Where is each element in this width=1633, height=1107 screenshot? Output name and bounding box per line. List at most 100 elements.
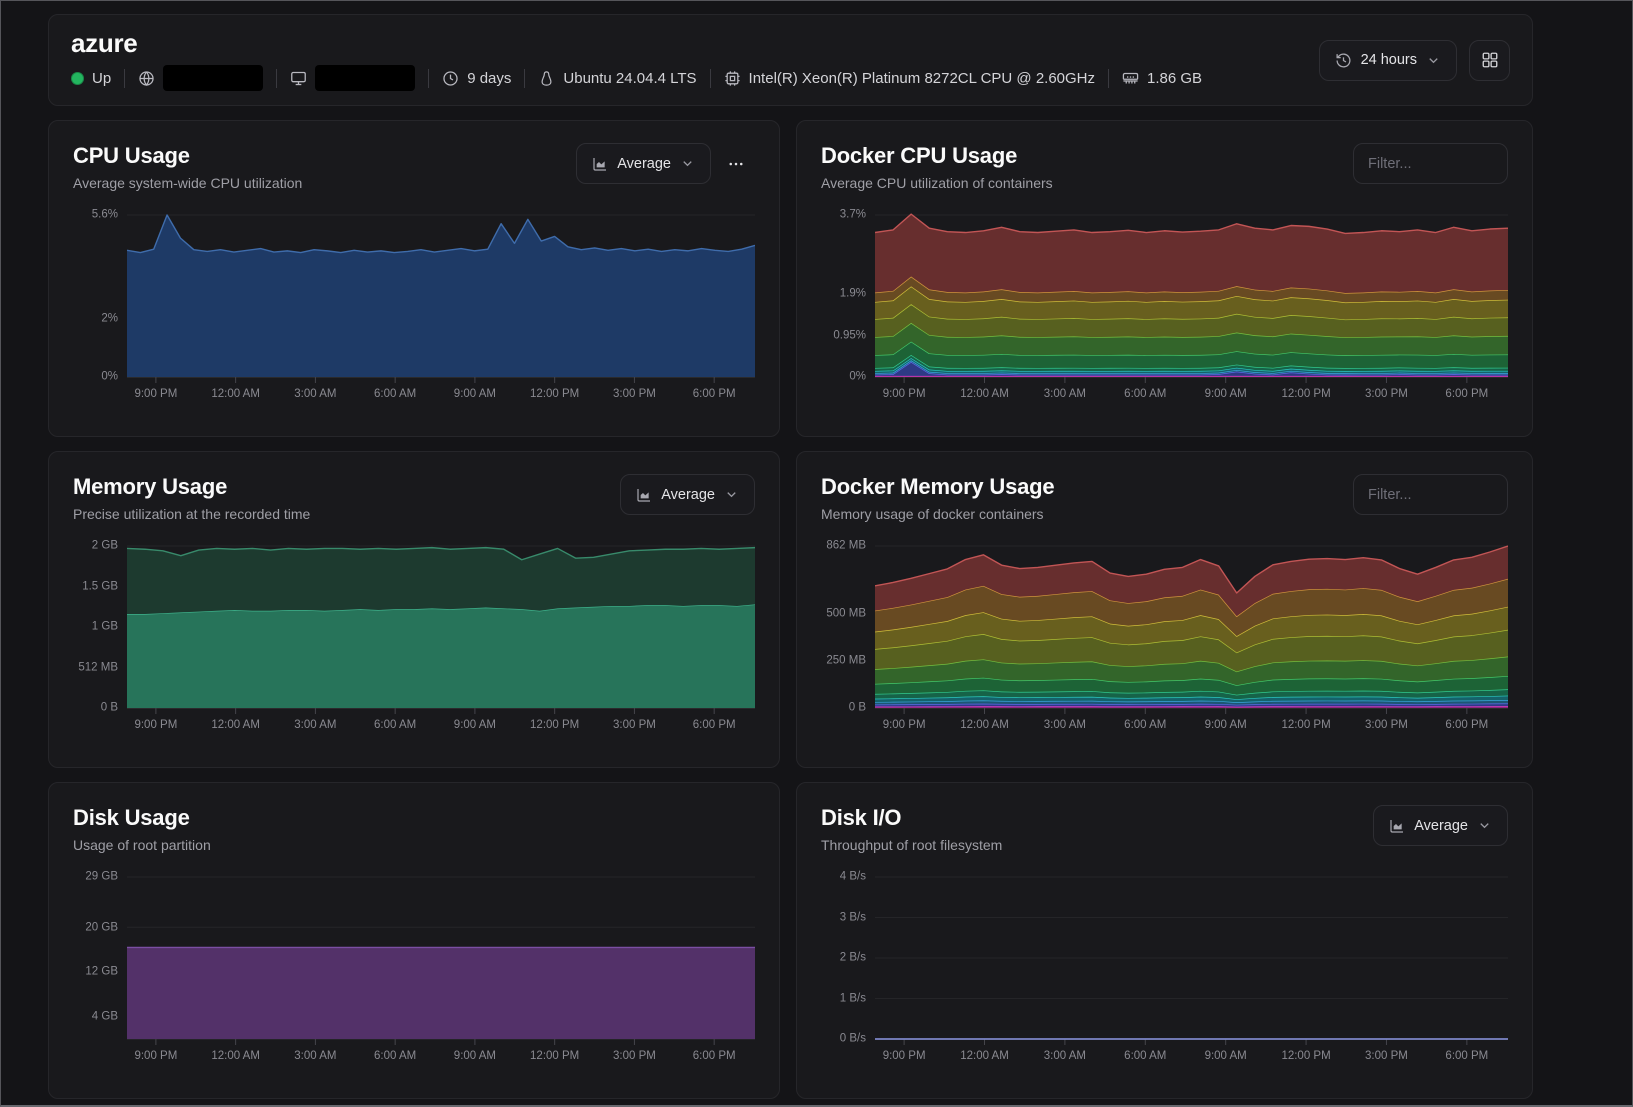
y-axis-label: 1.9% [839,287,866,300]
x-axis-label: 9:00 PM [882,1050,926,1063]
plot-area [127,538,755,714]
system-header-card: azure Up 9 days [48,14,1533,106]
divider [1108,68,1110,88]
more-options-button[interactable] [717,143,755,184]
x-axis: 9:00 PM 12:00 AM 3:00 AM 6:00 AM 9:00 AM 12:0… [875,386,1508,404]
x-axis-label: 9:00 AM [1204,388,1247,401]
x-axis-label: 3:00 PM [1365,388,1408,401]
chart-area-icon [593,157,607,171]
plot-area [875,207,1508,383]
x-axis-label: 12:00 AM [960,719,1009,732]
card-subtitle: Precise utilization at the recorded time [73,506,311,523]
x-axis-label: 6:00 PM [692,719,736,732]
ellipsis-icon [729,162,743,165]
y-axis: 5.6% 2% 0% [73,207,127,383]
y-axis-label: 20 GB [85,920,118,933]
y-axis-label: 1 B/s [839,992,866,1005]
chevron-down-icon [1480,823,1489,829]
x-axis: 9:00 PM 12:00 AM 3:00 AM 6:00 AM 9:00 AM 12:0… [127,386,755,404]
x-axis-label: 12:00 PM [530,719,580,732]
x-axis-label: 6:00 AM [1124,1050,1167,1063]
x-axis-label: 6:00 PM [692,388,736,401]
x-axis-label: 9:00 PM [134,1050,178,1063]
average-select[interactable]: Average [576,143,711,184]
card-title: Docker Memory Usage [821,474,1055,499]
system-info: azure Up 9 days [71,29,1202,92]
chevron-down-icon [727,492,736,498]
card-subtitle: Memory usage of docker containers [821,506,1044,523]
y-axis-label: 4 B/s [839,870,866,883]
x-axis-label: 9:00 AM [453,1050,497,1063]
x-axis-label: 9:00 PM [134,719,178,732]
uptime-item: 9 days [442,70,511,87]
y-axis-label: 500 MB [826,607,866,620]
filter-input[interactable] [1353,143,1508,184]
y-axis: 4 B/s 3 B/s 2 B/s 1 B/s 0 B/s [821,869,875,1045]
x-axis-label: 3:00 PM [1365,719,1408,732]
x-axis-label: 9:00 PM [882,388,926,401]
x-axis-label: 12:00 AM [211,719,260,732]
disk-io-chart: 4 B/s 3 B/s 2 B/s 1 B/s 0 B/s 9:00 PM 12:00 A… [821,869,1508,1066]
filter-input[interactable] [1353,474,1508,515]
y-axis-label: 512 MB [78,661,118,674]
grid-icon [1482,52,1497,68]
card-subtitle: Usage of root partition [73,837,211,854]
x-axis-label: 3:00 AM [294,388,337,401]
docker-memory-usage-card: Docker Memory Usage Memory usage of dock… [796,451,1533,768]
clock-icon [443,71,458,86]
memory-total-label: 1.86 GB [1147,69,1203,87]
x-axis-label: 3:00 AM [294,719,337,732]
kernel-item [290,65,416,92]
header-controls: 24 hours [1318,39,1510,81]
x-axis: 9:00 PM 12:00 AM 3:00 AM 6:00 AM 9:00 AM 12:0… [875,1048,1508,1066]
card-title: CPU Usage [73,143,190,168]
x-axis-label: 9:00 AM [453,388,497,401]
x-axis-label: 9:00 AM [1204,1050,1247,1063]
disk-usage-chart: 29 GB 20 GB 12 GB 4 GB 9:00 PM 12:00 AM 3:00 … [73,869,755,1066]
status-label: Up [92,69,112,87]
divider [709,68,711,88]
time-range-select[interactable]: 24 hours [1318,39,1457,81]
x-axis-label: 12:00 AM [960,1050,1009,1063]
divider [428,68,430,88]
chart-area-icon [1390,819,1404,833]
x-axis-label: 6:00 AM [374,1050,417,1063]
y-axis-label: 2 GB [91,539,118,552]
tux-icon [541,71,552,86]
y-axis-label: 862 MB [826,539,866,552]
y-axis-label: 0.95% [833,328,866,341]
x-axis-label: 3:00 AM [1043,388,1086,401]
y-axis-label: 0 B [848,701,866,714]
memory-total-item: 1.86 GB [1122,70,1202,87]
redacted-hostname [163,65,264,92]
docker-memory-usage-chart: 862 MB 500 MB 250 MB 0 B 9:00 PM 12:00 AM 3:0… [821,538,1508,735]
chevron-down-icon [683,161,692,167]
x-axis-label: 9:00 PM [134,388,178,401]
x-axis-label: 3:00 PM [1365,1050,1408,1063]
x-axis: 9:00 PM 12:00 AM 3:00 AM 6:00 AM 9:00 AM 12:0… [875,717,1508,735]
cpu-model-label: Intel(R) Xeon(R) Platinum 8272CL CPU @ 2… [748,69,1096,87]
divider [276,68,278,88]
average-label: Average [1414,817,1468,834]
x-axis-label: 6:00 AM [1124,719,1167,732]
divider [124,68,126,88]
average-select[interactable]: Average [620,474,755,515]
x-axis-label: 12:00 AM [211,388,260,401]
x-axis-label: 3:00 AM [1043,1050,1086,1063]
average-select[interactable]: Average [1373,805,1508,846]
x-axis-label: 9:00 AM [1204,719,1247,732]
x-axis-label: 6:00 AM [374,719,417,732]
y-axis-label: 3 B/s [839,911,866,924]
memory-usage-chart: 2 GB 1.5 GB 1 GB 512 MB 0 B 9:00 PM 12:00 AM 3… [73,538,755,735]
y-axis-label: 2 B/s [839,951,866,964]
cpu-usage-card: CPU Usage Average system-wide CPU utiliz… [48,120,780,437]
chart-area-icon [637,488,651,502]
layout-grid-button[interactable] [1469,39,1510,81]
x-axis-label: 9:00 AM [453,719,497,732]
chevron-down-icon [1429,57,1438,63]
x-axis-label: 12:00 AM [211,1050,260,1063]
x-axis-label: 6:00 PM [1445,1050,1489,1063]
y-axis-label: 1 GB [91,620,118,633]
plot-area [127,207,755,383]
docker-cpu-usage-chart: 3.7% 1.9% 0.95% 0% 9:00 PM 12:00 AM 3:00 AM 6:… [821,207,1508,404]
